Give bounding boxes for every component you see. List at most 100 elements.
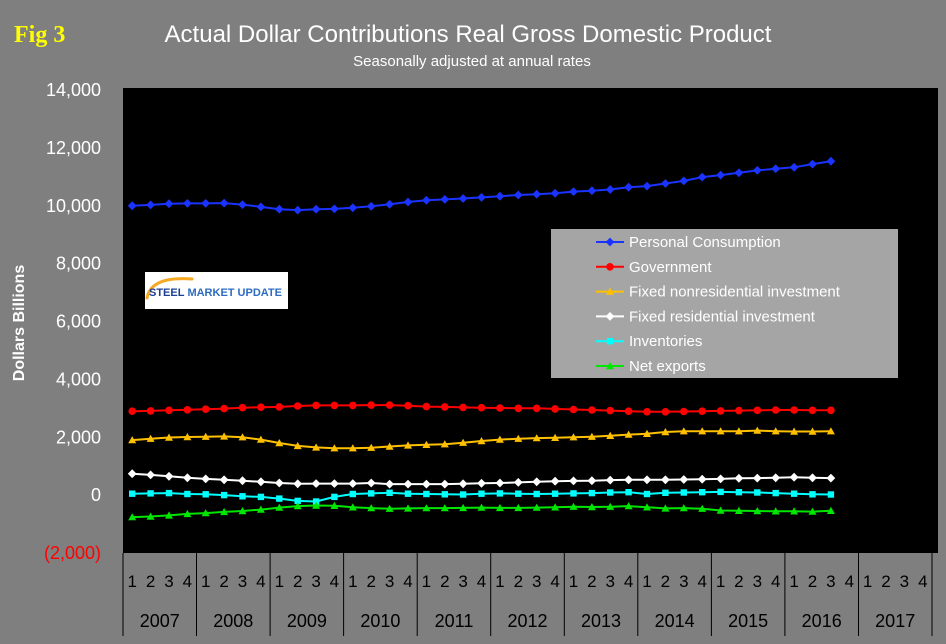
fixed-nonresidential-investment-point bbox=[771, 427, 780, 435]
personal-consumption-point bbox=[183, 199, 192, 208]
government-point bbox=[128, 407, 136, 416]
y-axis-tick-labels: 14,000 12,000 10,000 8,000 6,000 4,000 2,000 0 (… bbox=[44, 80, 101, 563]
x-year-label: 2010 bbox=[360, 611, 400, 631]
personal-consumption-point bbox=[771, 164, 781, 174]
fixed-residential-investment-point bbox=[127, 469, 137, 479]
legend: Personal Consumption Government Fixed nonr… bbox=[551, 229, 898, 378]
legend-label: Net exports bbox=[629, 358, 706, 375]
net-exports-point bbox=[128, 513, 137, 521]
fixed-residential-investment-point bbox=[808, 473, 817, 483]
inventories-point bbox=[588, 489, 596, 497]
x-year-label: 2014 bbox=[655, 611, 695, 631]
net-exports-point bbox=[514, 503, 523, 512]
personal-consumption-point bbox=[605, 185, 615, 194]
government-point bbox=[790, 406, 798, 414]
inventories-point bbox=[680, 489, 687, 496]
fixed-residential-investment-point bbox=[348, 479, 358, 488]
x-quarter-label: 3 bbox=[458, 572, 467, 591]
legend-swatch-marker bbox=[606, 338, 614, 345]
inventories-point bbox=[533, 490, 540, 498]
fixed-nonresidential-investment-point bbox=[201, 432, 210, 440]
government-point bbox=[532, 404, 541, 413]
y-axis-title: Dollars Billions bbox=[11, 265, 28, 382]
x-quarter-label: 4 bbox=[845, 572, 854, 591]
fixed-nonresidential-investment-point bbox=[128, 436, 137, 444]
net-exports-point bbox=[716, 506, 725, 514]
government-point bbox=[422, 402, 431, 411]
government-point bbox=[183, 406, 192, 414]
x-quarter-label: 4 bbox=[697, 572, 706, 591]
net-exports-point bbox=[348, 503, 357, 511]
net-exports-point bbox=[661, 504, 670, 512]
inventories-point bbox=[827, 491, 835, 498]
fixed-residential-investment-point bbox=[495, 478, 505, 488]
fixed-nonresidential-investment-point bbox=[643, 429, 651, 437]
x-quarter-label: 2 bbox=[734, 572, 743, 591]
net-exports-point bbox=[606, 502, 615, 510]
logo-text: STEEL MARKET UPDATE bbox=[149, 287, 282, 299]
x-quarter-label: 2 bbox=[440, 572, 449, 591]
x-quarter-label: 4 bbox=[183, 572, 192, 591]
net-exports-point bbox=[293, 502, 302, 510]
fixed-residential-investment-point bbox=[330, 479, 339, 488]
legend-label: Government bbox=[629, 259, 712, 276]
net-exports-point bbox=[679, 504, 688, 512]
personal-consumption-point bbox=[348, 203, 358, 213]
fixed-nonresidential-investment-point bbox=[826, 427, 835, 435]
government-point bbox=[404, 401, 412, 410]
inventories-point bbox=[423, 490, 430, 498]
y-tick-label: (2,000) bbox=[44, 543, 101, 563]
x-quarter-label: 1 bbox=[642, 572, 651, 591]
personal-consumption-point bbox=[642, 181, 652, 191]
government-point bbox=[771, 406, 780, 414]
fixed-nonresidential-investment-point bbox=[606, 431, 615, 439]
fixed-residential-investment-point bbox=[164, 471, 174, 481]
fixed-nonresidential-investment-point bbox=[183, 433, 192, 441]
inventories-point bbox=[515, 490, 522, 497]
net-exports-point bbox=[698, 504, 707, 512]
personal-consumption-point bbox=[661, 179, 670, 188]
legend-box bbox=[551, 229, 898, 378]
x-year-label: 2015 bbox=[728, 611, 768, 631]
fixed-residential-investment-point bbox=[697, 474, 707, 484]
net-exports-point bbox=[440, 504, 449, 512]
net-exports-point bbox=[367, 504, 376, 512]
government-point bbox=[312, 401, 320, 410]
inventories-point bbox=[129, 490, 136, 497]
fixed-nonresidential-investment-point bbox=[716, 427, 725, 435]
fixed-nonresidential-investment-point bbox=[422, 440, 431, 448]
inventories-point bbox=[754, 489, 761, 496]
logo-arc bbox=[145, 277, 194, 300]
fixed-nonresidential-investment-point bbox=[459, 438, 468, 446]
net-exports-point bbox=[256, 505, 265, 513]
fixed-residential-investment-point bbox=[752, 473, 762, 483]
net-exports-point bbox=[275, 503, 284, 511]
government-point bbox=[569, 405, 578, 414]
x-quarter-label: 3 bbox=[385, 572, 394, 591]
net-exports-point bbox=[808, 507, 817, 515]
fixed-nonresidential-investment-point bbox=[330, 444, 339, 452]
net-exports-point bbox=[477, 503, 486, 511]
x-quarter-label: 3 bbox=[605, 572, 614, 591]
inventories-point bbox=[478, 490, 485, 497]
personal-consumption-point bbox=[513, 190, 523, 200]
x-year-label: 2009 bbox=[287, 611, 327, 631]
y-tick-label: 12,000 bbox=[46, 138, 101, 158]
government-point bbox=[477, 403, 486, 412]
net-exports-point bbox=[753, 507, 762, 515]
net-exports-point bbox=[587, 503, 596, 511]
legend-entry-government: Government bbox=[596, 259, 712, 276]
fixed-nonresidential-investment-point bbox=[514, 434, 523, 442]
x-quarter-label: 1 bbox=[422, 572, 431, 591]
fixed-residential-investment-point bbox=[403, 479, 413, 489]
x-year-label: 2007 bbox=[140, 611, 180, 631]
net-exports-point bbox=[459, 503, 468, 512]
fixed-residential-investment-point bbox=[642, 475, 652, 485]
legend-entry-fixed-nonresidential-investment: Fixed nonresidential investment bbox=[596, 284, 841, 301]
personal-consumption-point bbox=[201, 199, 211, 208]
x-quarter-label: 4 bbox=[330, 572, 339, 591]
inventories-point bbox=[147, 490, 154, 497]
x-quarter-label: 1 bbox=[275, 572, 284, 591]
personal-consumption-point bbox=[219, 198, 229, 208]
fixed-residential-investment-series bbox=[127, 469, 836, 489]
